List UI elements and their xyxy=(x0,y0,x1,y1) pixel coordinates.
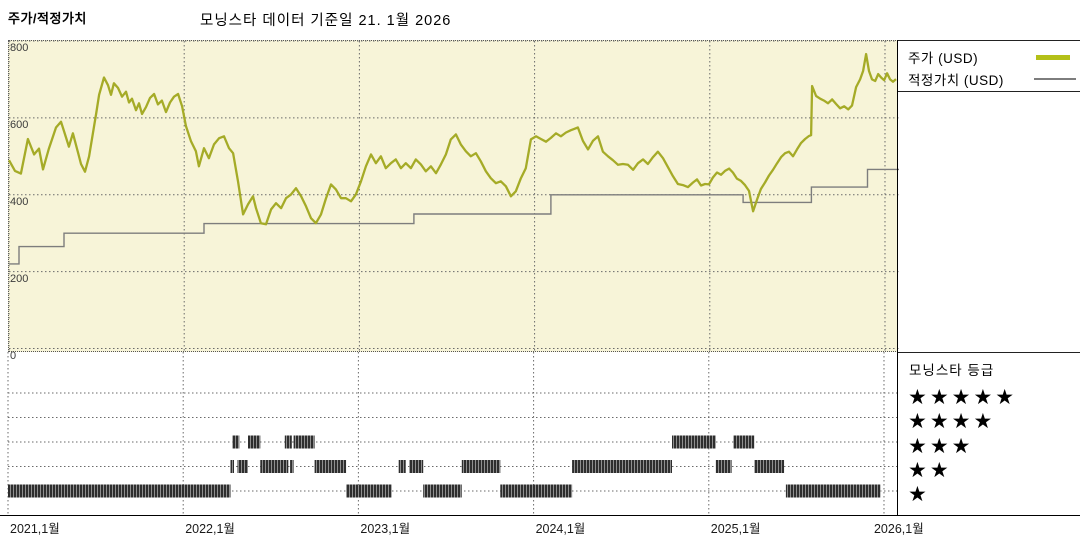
fair-value-line-swatch xyxy=(1034,78,1076,80)
rating-bar-2-star xyxy=(398,460,406,473)
rating-bar-2-star xyxy=(572,460,672,473)
rating-legend-title: 모닝스타 등급 xyxy=(909,363,995,378)
rating-bar-1-star xyxy=(8,484,231,498)
rating-bar-3-star xyxy=(733,435,755,449)
x-axis-tick-label: 2023,1월 xyxy=(360,522,411,536)
rating-row-4-stars: ★★★★ xyxy=(908,410,996,433)
chart-title: 모닝스타 데이터 기준일 21. 1월 2026 xyxy=(200,13,452,29)
x-axis-tick-label: 2026,1월 xyxy=(873,522,924,536)
rating-bar-3-star xyxy=(284,435,292,449)
price-chart-svg xyxy=(7,40,899,353)
rating-bar-1-star xyxy=(500,484,573,498)
rating-bar-3-star xyxy=(293,435,315,449)
legend-row-price: 주가 (USD) xyxy=(908,46,1076,68)
rating-bar-3-star xyxy=(232,435,240,449)
rating-row-3-stars: ★★★ xyxy=(908,435,974,458)
rating-bar-1-star xyxy=(785,484,881,498)
x-axis-tick-label: 2024,1월 xyxy=(535,522,586,536)
x-axis-tick-label: 2022,1월 xyxy=(185,522,235,536)
rating-row-2-stars: ★★ xyxy=(908,459,952,482)
rating-bar-3-star xyxy=(248,435,261,449)
rating-bar-2-star xyxy=(461,460,501,473)
panel-divider xyxy=(897,40,898,515)
rating-legend-panel: 모닝스타 등급 ★★★★★ ★★★★ ★★★ ★★ ★ xyxy=(898,352,1080,515)
chart-section-title: 주가/적정가치 xyxy=(8,11,87,26)
y-axis-tick-label: 200 xyxy=(10,272,29,285)
rating-bar-2-star xyxy=(314,460,347,473)
y-axis-tick-label: 600 xyxy=(10,118,29,131)
rating-bar-3-star xyxy=(672,435,716,449)
fair-value-legend-label: 적정가치 (USD) xyxy=(908,73,1004,88)
rating-bar-2-star xyxy=(237,460,248,473)
rating-bar-2-star xyxy=(260,460,289,473)
rating-row-5-stars: ★★★★★ xyxy=(908,386,1018,409)
rating-bar-2-star xyxy=(754,460,785,473)
y-axis-tick-label: 400 xyxy=(10,195,29,208)
rating-timeline-svg xyxy=(7,352,898,515)
rating-row-1-star: ★ xyxy=(908,483,930,506)
rating-bar-2-star xyxy=(715,460,732,473)
price-chart-plot xyxy=(7,40,899,353)
x-axis-tick-label: 2025,1월 xyxy=(710,522,761,536)
x-axis-line xyxy=(0,515,1080,516)
price-legend-label: 주가 (USD) xyxy=(908,51,979,66)
rating-bar-1-star xyxy=(423,484,462,498)
y-axis-tick-label: 0 xyxy=(10,349,17,362)
series-legend: 주가 (USD) 적정가치 (USD) xyxy=(898,40,1080,92)
rating-bar-1-star xyxy=(346,484,392,498)
rating-bar-2-star xyxy=(230,460,234,473)
y-axis-tick-label: 800 xyxy=(10,42,29,54)
rating-bar-2-star xyxy=(409,460,424,473)
legend-row-fair-value: 적정가치 (USD) xyxy=(908,68,1076,90)
rating-bar-2-star xyxy=(290,460,294,473)
x-axis-tick-label: 2021,1월 xyxy=(10,522,60,536)
price-line-swatch xyxy=(1036,54,1070,60)
rating-timeline-plot xyxy=(7,352,898,515)
